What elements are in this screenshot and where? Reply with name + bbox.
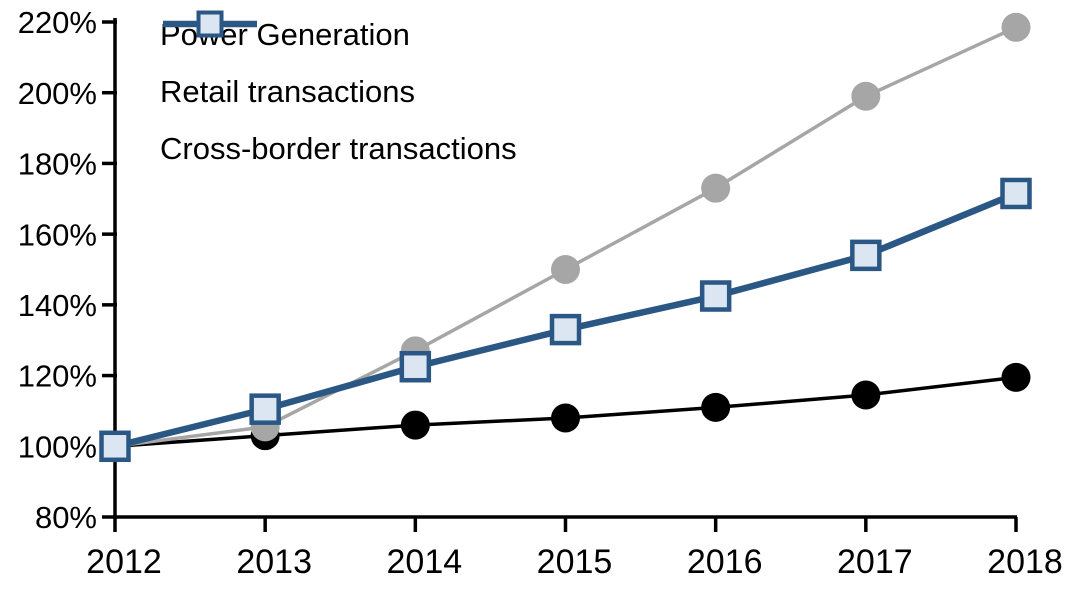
marker-power-generation bbox=[1001, 362, 1031, 392]
y-tick-label: 140% bbox=[18, 288, 97, 323]
marker-cross-border-transactions bbox=[549, 313, 582, 346]
y-tick-label: 100% bbox=[18, 429, 97, 464]
marker-cross-border-transactions bbox=[99, 430, 131, 463]
legend-swatch-cross-border-transactions bbox=[163, 10, 257, 38]
marker-cross-border-transactions bbox=[399, 350, 432, 383]
marker-retail-transactions bbox=[701, 173, 731, 203]
square-marker-icon bbox=[196, 10, 224, 38]
x-tick-label: 2015 bbox=[537, 543, 613, 581]
marker-power-generation bbox=[400, 410, 430, 440]
marker-power-generation bbox=[851, 380, 881, 410]
marker-retail-transactions bbox=[1001, 12, 1031, 42]
y-tick-label: 200% bbox=[18, 76, 97, 111]
y-tick-label: 180% bbox=[18, 147, 97, 182]
x-tick-label: 2016 bbox=[687, 543, 763, 581]
x-tick-label: 2013 bbox=[236, 543, 312, 581]
x-tick-label: 2012 bbox=[86, 543, 162, 581]
marker-cross-border-transactions bbox=[699, 280, 732, 312]
y-tick-label: 160% bbox=[18, 217, 97, 252]
x-tick-label: 2018 bbox=[987, 543, 1063, 581]
legend: Power Generation Retail transactions Cross… bbox=[160, 6, 517, 177]
x-tick-label: 2017 bbox=[837, 543, 913, 581]
marker-cross-border-transactions bbox=[850, 239, 882, 272]
y-tick-label: 80% bbox=[35, 500, 97, 535]
marker-power-generation bbox=[551, 403, 580, 433]
marker-cross-border-transactions bbox=[249, 393, 281, 425]
marker-cross-border-transactions bbox=[1000, 177, 1032, 210]
x-tick-label: 2014 bbox=[387, 543, 463, 581]
y-tick-label: 120% bbox=[18, 359, 97, 394]
marker-power-generation bbox=[701, 392, 731, 422]
legend-label-retail-transactions: Retail transactions bbox=[160, 74, 416, 109]
marker-retail-transactions bbox=[851, 81, 881, 111]
legend-label-cross-border-transactions: Cross-border transactions bbox=[160, 131, 517, 166]
legend-item-retail-transactions: Retail transactions bbox=[160, 12, 517, 120]
marker-retail-transactions bbox=[551, 255, 580, 284]
legend-item-cross-border-transactions: Cross-border transactions bbox=[160, 10, 517, 177]
y-tick-label: 220% bbox=[18, 5, 97, 40]
